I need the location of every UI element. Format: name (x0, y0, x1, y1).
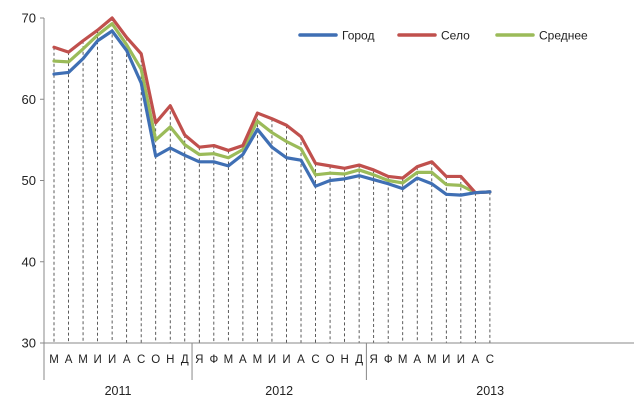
y-tick-label: 70 (22, 11, 36, 26)
legend-label: Среднее (539, 29, 588, 43)
month-label: Д (355, 354, 363, 366)
year-label: 2012 (265, 384, 293, 398)
month-label: И (108, 354, 116, 366)
month-label: Ф (384, 354, 393, 366)
month-label: С (486, 354, 494, 366)
month-label: М (253, 354, 263, 366)
month-label: А (472, 354, 480, 366)
legend-label: Село (441, 29, 470, 43)
month-label: О (151, 354, 160, 366)
month-label: Н (166, 354, 174, 366)
y-tick-label: 40 (22, 254, 36, 269)
month-label: И (442, 354, 450, 366)
month-label: Н (340, 354, 348, 366)
y-axis-ticks: 30 40 50 60 70 (22, 11, 44, 351)
month-label: А (413, 354, 421, 366)
month-label: М (49, 354, 59, 366)
month-label: С (311, 354, 319, 366)
month-label: М (427, 354, 437, 366)
month-label: И (457, 354, 465, 366)
month-label: Я (370, 354, 378, 366)
month-label: М (398, 354, 408, 366)
month-label: М (224, 354, 234, 366)
y-tick-label: 50 (22, 173, 36, 188)
x-axis-years: 2011 2012 2013 (105, 343, 504, 398)
month-label: А (239, 354, 247, 366)
legend: Город Село Среднее (298, 29, 588, 43)
month-label: И (268, 354, 276, 366)
month-label: М (78, 354, 88, 366)
month-label: С (137, 354, 145, 366)
year-label: 2011 (105, 384, 132, 398)
y-tick-label: 60 (22, 92, 36, 107)
series-lines (52, 16, 492, 197)
month-label: И (282, 354, 290, 366)
month-label: А (297, 354, 305, 366)
series-line-1 (52, 29, 492, 197)
month-label: И (93, 354, 101, 366)
month-label: Д (181, 354, 189, 366)
axes (43, 18, 634, 380)
legend-label: Город (342, 29, 374, 43)
month-label: А (65, 354, 73, 366)
month-label: А (123, 354, 131, 366)
series-line-3 (52, 22, 492, 195)
month-label: Ф (209, 354, 218, 366)
drop-lines (53, 18, 491, 343)
month-label: О (326, 354, 335, 366)
month-label: Я (195, 354, 203, 366)
year-label: 2013 (476, 384, 504, 398)
y-tick-label: 30 (22, 336, 36, 351)
series-line-2 (52, 16, 492, 195)
